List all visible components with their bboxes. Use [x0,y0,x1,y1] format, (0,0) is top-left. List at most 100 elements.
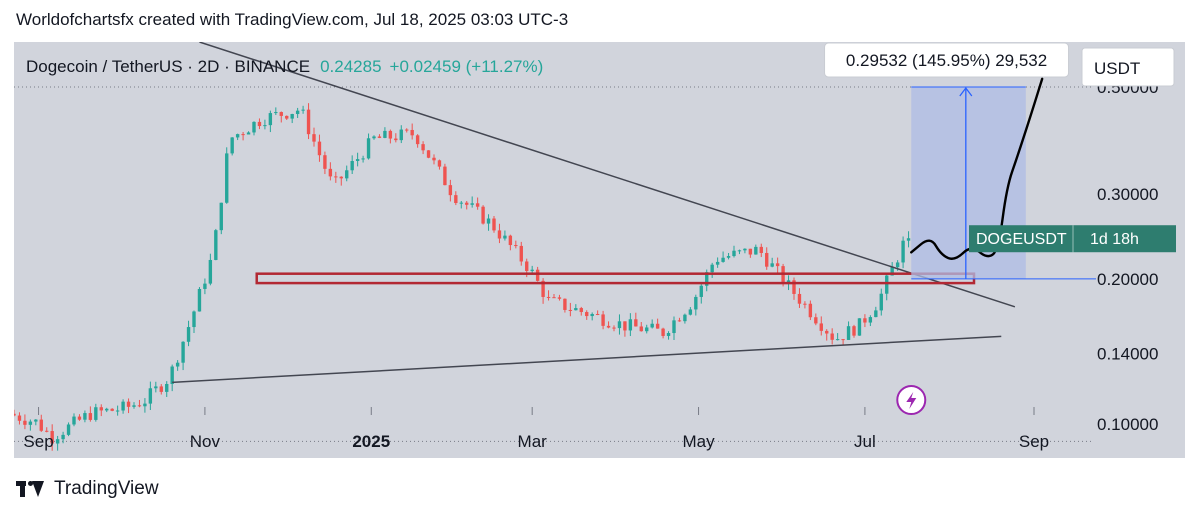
candle [121,399,125,414]
candle [814,313,818,326]
candle [361,155,365,163]
candle [497,223,502,244]
candle [808,300,813,321]
tradingview-logo-icon [16,481,46,497]
candle [546,290,551,301]
chart-panel[interactable]: 0.29532 (145.95%) 29,532 Sep Nov 2025 Mar Ma… [14,42,1185,458]
candle [879,288,883,316]
candle-body [492,218,496,231]
candle-body [263,125,267,127]
candle-body [219,202,223,231]
lightning-alert-icon[interactable] [896,385,927,415]
price-chart[interactable]: 0.29532 (145.95%) 29,532 Sep Nov 2025 Mar Ma… [14,42,1185,458]
candle-body [568,309,573,311]
candle [715,257,720,268]
candle-body [726,256,731,258]
candle-body [808,303,813,318]
candle [45,427,49,433]
candle-body [563,298,567,310]
candle [61,431,65,444]
candle [612,325,616,332]
candle [443,163,447,186]
x-tick-label: 2025 [352,432,390,451]
candle-body [415,135,420,145]
footer-brand: TradingView [54,478,159,499]
candle [105,407,109,413]
candle-body [181,341,185,363]
candle [268,110,273,133]
candle-body [825,330,829,334]
candle-body [110,408,114,411]
candle-body [443,166,447,186]
candle-body [503,235,507,239]
candle-body [906,238,911,241]
candle [568,302,573,317]
candle-body [448,185,453,196]
chart-overlay: Dogecoin / TetherUS · 2D · BINANCE 0.2428… [26,47,1176,415]
candle [601,310,605,330]
candle-body [535,269,540,281]
candle [492,215,496,233]
candle [514,240,518,249]
candle-body [775,263,780,267]
candle [874,306,878,318]
candle [852,324,856,338]
candle [170,364,174,392]
candle-body [459,202,463,204]
candle [181,341,185,371]
candle [655,318,660,329]
candle [481,205,485,225]
candle-body [497,230,502,239]
candle-body [890,267,894,276]
candle [819,316,823,336]
candle-body [525,261,529,271]
candle-body [312,134,316,142]
candle-body [623,321,627,331]
chart-caption: Worldofchartsfx created with TradingView… [16,10,569,29]
candle-body [699,285,703,297]
candle [563,298,567,313]
candle-body [99,407,103,411]
candle-body [634,319,638,327]
candle [426,150,431,159]
candle-body [595,313,600,315]
currency-button[interactable] [1081,47,1175,87]
candle [574,304,578,311]
symbol-legend[interactable]: Dogecoin / TetherUS · 2D · BINANCE 0.2428… [26,57,543,76]
candle-body [66,424,71,435]
candle [726,253,731,260]
candle [279,111,283,123]
candle [83,410,87,423]
y-tick-label: 0.10000 [1097,415,1158,434]
candle-body [519,245,523,262]
candle-body [846,326,851,340]
candle-body [868,317,873,323]
candle-body [454,195,458,204]
candle-body [765,252,769,267]
projection-arrow-head [959,86,973,97]
candle [421,141,425,155]
trendline[interactable] [172,335,1002,384]
candle-body [72,416,76,425]
projection-label: 0.29532 (145.95%) 29,532 [846,51,1047,70]
x-tick-label: Jul [854,432,876,451]
candle-body [585,312,589,317]
candle [754,244,758,255]
candle [415,134,420,148]
candle [410,123,414,140]
trendline[interactable] [199,42,1016,308]
hand-drawn-projection-line[interactable] [910,77,1044,260]
candle-body [541,280,545,297]
candle [17,412,22,425]
candle [650,319,654,329]
candle [55,435,60,451]
candle [399,125,403,144]
candle [197,287,202,312]
candle [803,301,807,309]
candle-body [355,159,360,162]
candle [350,155,354,174]
candle [748,248,753,258]
candle [115,405,120,416]
candle-body [28,421,33,425]
candle-body [465,202,469,205]
